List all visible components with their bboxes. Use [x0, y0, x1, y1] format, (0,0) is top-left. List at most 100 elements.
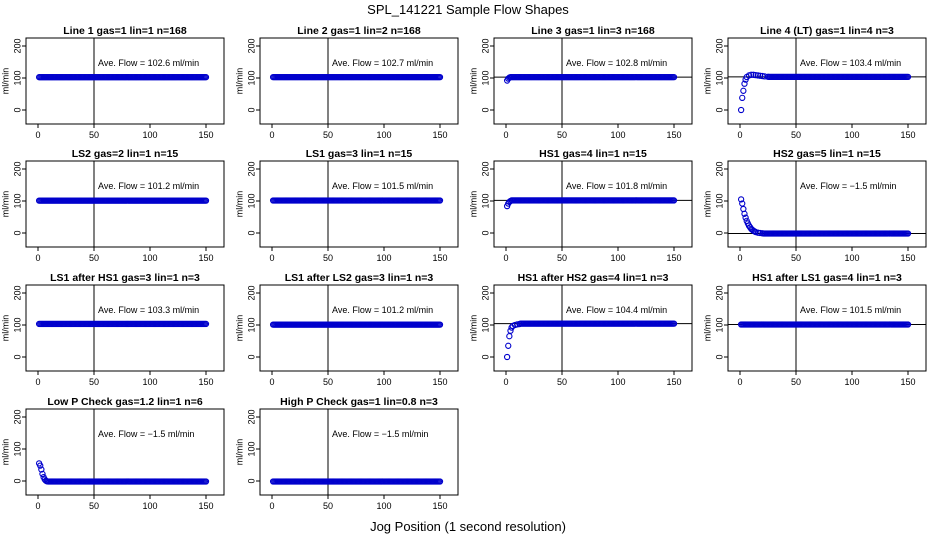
data-point [737, 196, 745, 203]
average-annotation: Ave. Flow = −1.5 ml/min [800, 181, 896, 191]
x-tick-label: 150 [198, 130, 213, 140]
chart-panel: HS1 after LS1 gas=4 lin=1 n=3 0 100 200 ml/m… [702, 272, 927, 387]
x-tick-label: 50 [89, 501, 99, 511]
average-annotation: Ave. Flow = 102.6 ml/min [98, 58, 199, 68]
data-point [202, 197, 210, 204]
data-point [202, 478, 210, 485]
average-annotation: Ave. Flow = 102.8 ml/min [566, 58, 667, 68]
x-tick-label: 100 [610, 130, 625, 140]
x-tick-label: 0 [503, 253, 508, 263]
x-tick-label: 50 [557, 253, 567, 263]
y-tick-label: 0 [12, 107, 22, 112]
data-point [754, 72, 762, 79]
x-tick-label: 100 [610, 253, 625, 263]
average-annotation: Ave. Flow = 104.4 ml/min [566, 305, 667, 315]
average-annotation: Ave. Flow = 102.7 ml/min [332, 58, 433, 68]
data-point [503, 353, 511, 361]
chart-panel: HS1 gas=4 lin=1 n=15 0 100 200 ml/min 0 50 100 1… [468, 148, 693, 263]
data-point [741, 80, 748, 87]
x-tick-label: 150 [900, 253, 915, 263]
y-tick-label: 100 [12, 70, 22, 85]
data-point [757, 72, 764, 79]
x-tick-label: 0 [269, 253, 274, 263]
y-tick-label: 100 [714, 70, 724, 85]
data-point [37, 462, 44, 469]
x-tick-label: 100 [376, 253, 391, 263]
y-tick-label: 0 [480, 354, 490, 359]
y-axis-label: ml/min [0, 68, 10, 95]
x-tick-label: 100 [142, 501, 157, 511]
y-tick-label: 200 [480, 285, 490, 300]
x-tick-label: 50 [323, 130, 333, 140]
x-tick-label: 0 [35, 501, 40, 511]
y-axis-label: ml/min [234, 439, 244, 466]
x-tick-label: 150 [198, 377, 213, 387]
average-annotation: Ave. Flow = 101.2 ml/min [98, 181, 199, 191]
y-axis-label: ml/min [702, 191, 712, 218]
x-tick-label: 150 [432, 501, 447, 511]
plot-frame [259, 284, 459, 372]
chart-panel: Line 3 gas=1 lin=3 n=168 0 100 200 ml/min 0 50… [468, 25, 693, 140]
x-tick-label: 150 [666, 130, 681, 140]
x-tick-label: 50 [557, 377, 567, 387]
x-tick-label: 0 [737, 377, 742, 387]
y-tick-label: 200 [480, 38, 490, 53]
panel-title: Line 2 gas=1 lin=2 n=168 [297, 25, 421, 37]
data-point [739, 94, 746, 101]
x-tick-label: 50 [89, 253, 99, 263]
y-tick-label: 0 [246, 354, 256, 359]
x-tick-label: 50 [323, 501, 333, 511]
x-tick-label: 100 [376, 377, 391, 387]
y-tick-label: 0 [714, 230, 724, 235]
y-tick-label: 0 [12, 354, 22, 359]
average-annotation: Ave. Flow = 101.5 ml/min [332, 181, 433, 191]
y-tick-label: 0 [246, 107, 256, 112]
data-point [904, 321, 912, 328]
y-tick-label: 100 [246, 70, 256, 85]
chart-panel: LS1 after HS1 gas=3 lin=1 n=3 0 100 200 ml/m… [0, 272, 225, 387]
chart-panel: Line 4 (LT) gas=1 lin=4 n=3 0 100 200 ml/min… [702, 25, 927, 140]
data-point [506, 333, 513, 340]
y-tick-label: 200 [12, 285, 22, 300]
data-point [740, 87, 747, 94]
y-tick-label: 100 [480, 193, 490, 208]
x-tick-label: 150 [666, 377, 681, 387]
panel-title: LS1 gas=3 lin=1 n=15 [306, 148, 413, 160]
data-point [505, 342, 512, 349]
data-point [748, 71, 755, 78]
x-tick-label: 0 [503, 130, 508, 140]
x-tick-label: 100 [844, 130, 859, 140]
x-tick-label: 0 [35, 377, 40, 387]
y-tick-label: 0 [480, 107, 490, 112]
y-tick-label: 100 [480, 317, 490, 332]
chart-panel: Low P Check gas=1.2 lin=1 n=6 0 100 200 ml/m… [0, 396, 225, 511]
y-axis-label: ml/min [234, 315, 244, 342]
y-tick-label: 0 [12, 230, 22, 235]
x-tick-label: 150 [432, 377, 447, 387]
panel-title: HS1 after HS2 gas=4 lin=1 n=3 [518, 272, 669, 284]
x-tick-label: 100 [142, 377, 157, 387]
average-annotation: Ave. Flow = 103.3 ml/min [98, 305, 199, 315]
y-tick-label: 200 [714, 285, 724, 300]
x-tick-label: 0 [503, 377, 508, 387]
x-tick-label: 0 [35, 130, 40, 140]
average-annotation: Ave. Flow = 101.2 ml/min [332, 305, 433, 315]
data-point [741, 210, 748, 217]
y-axis-label: ml/min [234, 191, 244, 218]
y-tick-label: 0 [246, 478, 256, 483]
x-tick-label: 0 [269, 501, 274, 511]
plot-frame [493, 160, 693, 248]
chart-panel: High P Check gas=1 lin=0.8 n=3 0 100 200 ml/… [234, 396, 459, 511]
plot-frame [493, 284, 693, 372]
x-tick-label: 50 [323, 377, 333, 387]
y-tick-label: 100 [480, 70, 490, 85]
data-point [750, 71, 757, 78]
y-tick-label: 200 [246, 285, 256, 300]
x-tick-label: 0 [269, 130, 274, 140]
x-tick-label: 150 [198, 253, 213, 263]
data-point [436, 197, 444, 204]
chart-panel: HS2 gas=5 lin=1 n=15 0 100 200 ml/min 0 50 100 1… [702, 148, 927, 263]
panel-title: Line 4 (LT) gas=1 lin=4 n=3 [760, 25, 894, 37]
plot-frame [25, 160, 225, 248]
y-tick-label: 0 [12, 478, 22, 483]
